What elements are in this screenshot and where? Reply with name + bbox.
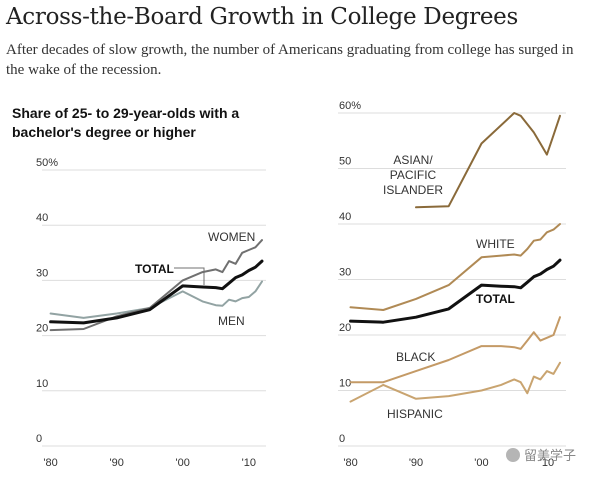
right-y-tick-label: 0: [339, 433, 345, 445]
right-series-label-hispanic: HISPANIC: [387, 407, 443, 421]
right-y-tick-label: 40: [339, 211, 351, 223]
left-series-line-total: [49, 259, 264, 325]
left-y-tick-label: 50%: [36, 157, 58, 169]
right-series-line-total: [349, 258, 562, 324]
left-series-label-women: WOMEN: [208, 230, 255, 244]
right-y-tick-label: 20: [339, 322, 351, 334]
left-series-line-men: [49, 280, 263, 319]
left-x-tick-label: '10: [242, 457, 256, 469]
chart-subhead: Share of 25- to 29-year-olds with a bach…: [12, 105, 240, 140]
right-y-tick-label: 60%: [339, 100, 361, 112]
right-series-line-asian: [415, 112, 561, 209]
right-x-tick-label: '80: [343, 457, 357, 469]
right-series-label-total: TOTAL: [476, 292, 515, 306]
chart-dek: After decades of slow growth, the number…: [6, 42, 574, 78]
left-y-tick-label: 20: [36, 323, 48, 335]
right-x-tick-label: '00: [474, 457, 488, 469]
left-series-label-total: TOTAL: [135, 262, 174, 276]
right-y-tick-label: 10: [339, 378, 351, 390]
right-series-line-black: [349, 316, 561, 384]
left-series-label-men: MEN: [218, 314, 245, 328]
left-series-line-women: [49, 239, 263, 332]
left-x-tick-label: '80: [43, 457, 57, 469]
chart-headline: Across-the-Board Growth in College Degre…: [6, 4, 518, 30]
right-y-tick-label: 30: [339, 267, 351, 279]
watermark-text: 留美学子: [523, 449, 576, 464]
left-y-tick-label: 0: [36, 433, 42, 445]
left-y-tick-label: 40: [36, 212, 48, 224]
left-x-tick-label: '00: [176, 457, 190, 469]
right-x-tick-label: '90: [409, 457, 423, 469]
left-leader-line: [174, 267, 205, 285]
left-y-tick-label: 10: [36, 378, 48, 390]
left-y-tick-label: 30: [36, 267, 48, 279]
watermark: 留美学子: [505, 445, 576, 464]
right-x-tick-label: '10: [540, 457, 554, 469]
right-series-label-black: BLACK: [396, 350, 435, 364]
right-series-line-hispanic: [349, 361, 561, 403]
right-series-label-asian: ASIAN/PACIFIC ISLANDER: [383, 153, 443, 197]
wechat-icon: [505, 447, 520, 462]
right-series-label-white: WHITE: [476, 237, 515, 251]
right-y-tick-label: 50: [339, 156, 351, 168]
left-x-tick-label: '90: [109, 457, 123, 469]
right-series-line-white: [349, 223, 561, 311]
